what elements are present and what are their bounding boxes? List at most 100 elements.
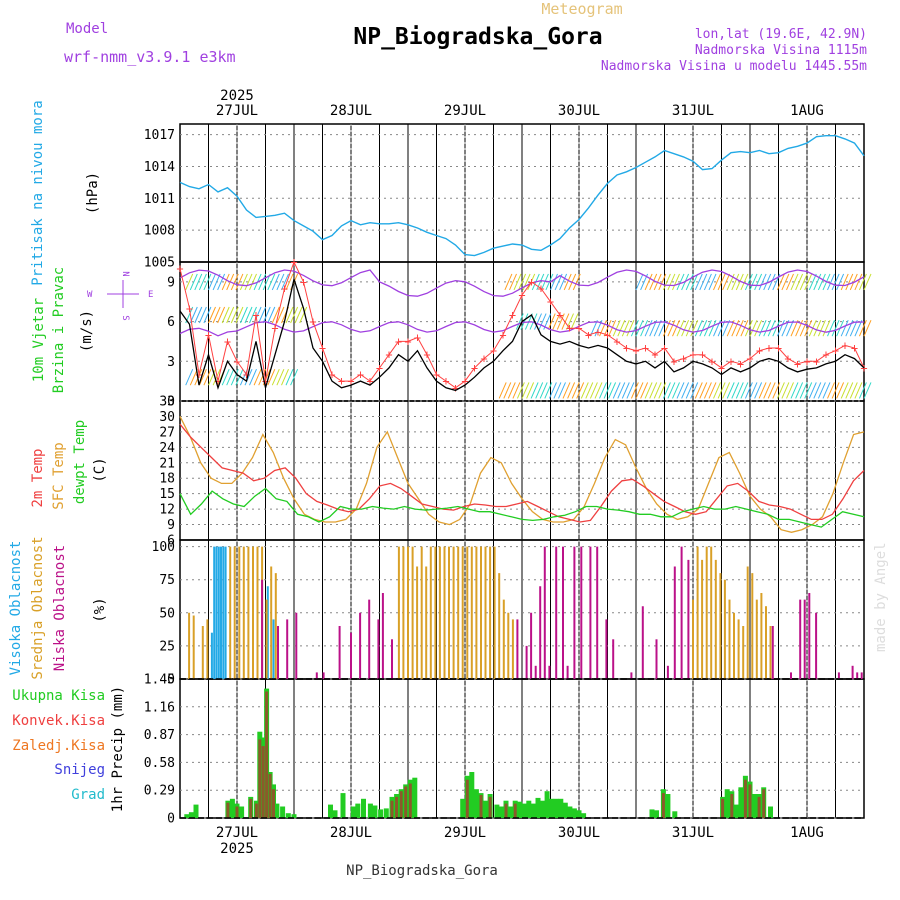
wind-barb [854,273,863,291]
cloud-title-mid: Srednja Oblacnost [30,536,46,679]
wind-barb [520,313,529,330]
y-tick-label: 0 [167,812,175,827]
wind-barb [749,319,758,337]
wind-barb [763,382,772,399]
wind-barb [845,273,854,291]
wind-barb [239,368,248,386]
wind-barb [253,368,262,386]
wind-barb [694,273,703,291]
wind-barb [235,273,244,291]
gust-marker: + [214,374,221,388]
temp-unit: (C) [92,457,108,482]
wind-barb [599,382,607,399]
gust-marker: + [205,328,212,342]
wind-barb [786,319,794,337]
wind-barb [813,273,822,291]
model-label: Model [66,21,108,37]
wind-barb [535,382,544,399]
total-precip-bar [499,806,504,818]
x-tick-label-top: 29JUL [444,103,486,119]
wind-barb [644,273,653,291]
wind-barb [258,306,267,324]
wind-barb [617,319,626,337]
wind-barb [640,319,649,337]
y-tick-label: 1008 [144,224,175,239]
wind-barb [580,382,589,399]
wind-barb [699,273,708,291]
y-tick-label: 27 [159,425,175,440]
convective-precip-bar [721,798,725,818]
wind-barb [685,319,694,337]
wind-barb [534,313,542,330]
wind-barb [526,382,535,399]
wind-barb [744,319,753,337]
wind-barb [676,382,685,399]
wind-barb [763,273,772,291]
x-tick-label-top: 28JUL [330,103,372,119]
wind-barb [540,273,549,291]
y-tick-label: 15 [159,487,175,502]
gust-marker: + [433,368,440,382]
gust-marker: + [566,321,573,335]
wind-barb [576,382,585,399]
wind-barb [552,313,561,330]
y-tick-label: 33 [159,395,175,410]
wind-barb [267,368,276,386]
wind-barb [726,382,735,399]
temp-title-dewpt: dewpt Temp [72,420,88,504]
total-precip-bar [768,806,773,818]
compass-w: W [87,290,93,300]
wind-barb [203,273,212,291]
total-precip-bar [665,794,671,818]
pressure-unit: (hPa) [85,172,101,214]
wind-barb [854,319,863,337]
wind-barb [854,382,863,399]
total-precip-bar [581,813,587,818]
wind-barb [521,382,530,399]
wind-barb [840,382,849,399]
y-tick-label: 18 [159,472,175,487]
wind-barb [717,319,726,337]
wind-barb [626,382,635,399]
wind-barb [694,319,703,337]
wind-barb [735,382,744,399]
wind-barb [290,306,299,324]
y-tick-label: 3 [167,355,175,370]
wind-barb [515,313,524,330]
wind-barb [559,273,568,291]
gust-marker: + [290,255,297,269]
x-tick-label-bottom: 29JUL [444,825,486,841]
gust-marker: + [604,328,611,342]
gust-marker: + [252,308,259,322]
wind-barb [644,382,653,399]
wind-barb [681,382,690,399]
gust-marker: + [385,348,392,362]
y-tick-label: 1017 [144,128,175,143]
x-tick-label-bottom: 1AUG [790,825,824,841]
convective-precip-bar [465,779,469,818]
y-tick-label: 75 [159,573,175,588]
gust-marker: + [233,354,240,368]
wind-barb [754,273,763,291]
convective-precip-bar [395,796,399,818]
wind-barb [840,273,849,291]
total-precip-bar [535,797,541,818]
wind-barb [544,382,553,399]
wind-barb [536,273,545,291]
wind-barb [630,382,639,399]
wind-barb [754,319,763,337]
y-tick-label: 24 [159,441,175,456]
wind-barb [740,319,749,337]
x-tick-label-top: 27JUL [216,103,258,119]
convective-precip-bar [408,783,412,818]
wind-barb [863,382,872,399]
wind-barb [258,273,267,291]
wind-barb [226,306,235,324]
total-precip-bar [576,810,582,818]
total-precip-bar [383,808,389,818]
wind-barb [681,319,690,337]
wind-barb [831,382,840,399]
y-tick-label: 0 [167,673,175,688]
gust-marker: + [727,354,734,368]
